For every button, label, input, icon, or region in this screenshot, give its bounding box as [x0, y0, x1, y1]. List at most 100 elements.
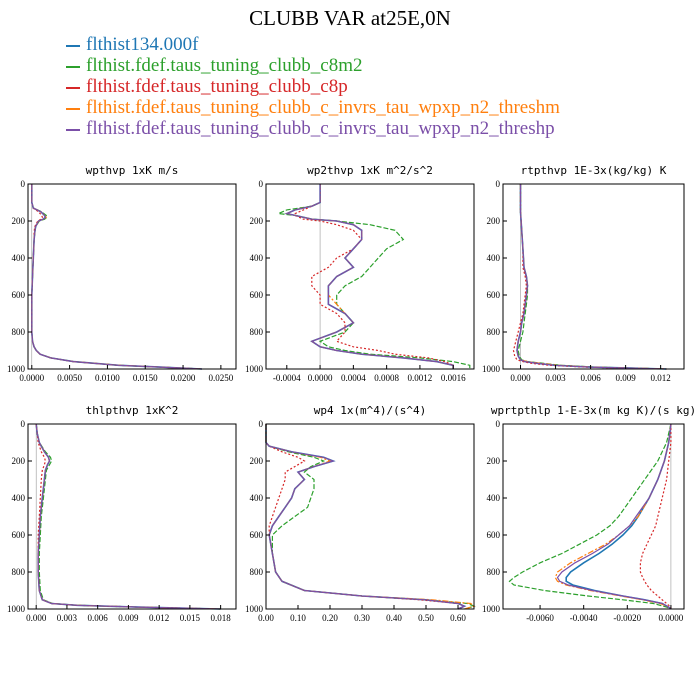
y-tick-label: 400 — [12, 493, 26, 503]
legend-label: flthist.fdef.taus_tuning_clubb_c_invrs_t… — [86, 97, 560, 118]
legend-item: flthist134.000f — [66, 34, 560, 55]
legend-label: flthist.fdef.taus_tuning_clubb_c_invrs_t… — [86, 118, 555, 139]
x-tick-label: 0.015 — [180, 613, 201, 623]
y-tick-label: 400 — [12, 253, 26, 263]
legend-item: flthist.fdef.taus_tuning_clubb_c_invrs_t… — [66, 97, 560, 118]
y-tick-label: 800 — [487, 327, 501, 337]
y-tick-label: 0 — [259, 179, 264, 189]
series-line — [35, 423, 221, 610]
x-tick-label: 0.018 — [211, 613, 232, 623]
series-line — [516, 184, 667, 370]
legend-swatch — [66, 107, 80, 110]
x-tick-label: 0.0250 — [208, 373, 233, 383]
legend-item: flthist.fdef.taus_tuning_clubb_c8p — [66, 76, 560, 97]
series-line — [31, 184, 203, 370]
legend: flthist134.000f flthist.fdef.taus_tuning… — [66, 34, 560, 139]
x-tick-label: 0.60 — [450, 613, 466, 623]
x-tick-label: 0.0050 — [57, 373, 82, 383]
y-tick-label: 600 — [250, 290, 264, 300]
x-tick-label: 0.009 — [615, 373, 636, 383]
plot-frame — [265, 183, 475, 370]
x-tick-label: 0.0000 — [19, 373, 44, 383]
x-tick-label: -0.0060 — [526, 613, 554, 623]
series-line — [294, 184, 454, 369]
legend-swatch — [66, 86, 80, 89]
series-line — [35, 423, 221, 610]
y-tick-label: 0 — [21, 179, 26, 189]
series-line — [35, 423, 221, 610]
x-tick-label: 0.40 — [386, 613, 402, 623]
chart-panel: wprtpthlp 1-E-3x(m kg K)/(s kg) 0 200 400 60… — [482, 404, 696, 623]
legend-item: flthist.fdef.taus_tuning_clubb_c8m2 — [66, 55, 560, 76]
x-tick-label: 0.20 — [322, 613, 338, 623]
chart-title: wpthvp 1xK m/s — [86, 164, 179, 177]
y-tick-label: 200 — [250, 456, 264, 466]
y-tick-label: 400 — [487, 493, 501, 503]
series-line — [516, 184, 667, 370]
series-line — [284, 184, 454, 369]
legend-label: flthist.fdef.taus_tuning_clubb_c8p — [86, 76, 348, 97]
x-tick-label: 0.10 — [290, 613, 306, 623]
x-tick-label: 0.50 — [418, 613, 434, 623]
y-tick-label: 400 — [250, 493, 264, 503]
legend-swatch — [66, 44, 80, 47]
y-tick-label: 200 — [487, 456, 501, 466]
x-tick-label: 0.0000 — [659, 613, 684, 623]
y-tick-label: 1000 — [7, 604, 26, 614]
main-title: CLUBB VAR at25E,0N — [249, 6, 451, 30]
series-line — [516, 184, 667, 370]
plot-frame — [502, 183, 685, 370]
x-tick-label: 0.0016 — [441, 373, 466, 383]
series-line — [265, 424, 466, 610]
x-tick-label: 0.003 — [57, 613, 78, 623]
y-tick-label: 1000 — [245, 604, 264, 614]
y-tick-label: 800 — [12, 327, 26, 337]
legend-swatch — [66, 128, 80, 131]
y-tick-label: 600 — [250, 530, 264, 540]
x-tick-label: 0.0004 — [341, 373, 366, 383]
series-line — [30, 184, 203, 370]
x-tick-label: 0.009 — [118, 613, 139, 623]
x-tick-label: -0.0020 — [613, 613, 641, 623]
series-line — [35, 423, 221, 610]
x-tick-label: 0.000 — [26, 613, 47, 623]
x-tick-label: 0.003 — [545, 373, 566, 383]
x-tick-label: 0.006 — [580, 373, 601, 383]
chart-panel: wp2thvp 1xK m^2/s^2 0 200 400 600 800 1000 -0.0… — [245, 164, 475, 383]
x-tick-label: 0.012 — [149, 613, 169, 623]
plot-frame — [502, 423, 685, 610]
y-tick-label: 800 — [250, 567, 264, 577]
x-tick-label: 0.0008 — [374, 373, 399, 383]
plot-frame — [265, 423, 475, 610]
series-line — [265, 424, 476, 610]
x-tick-label: 0.0000 — [308, 373, 333, 383]
y-tick-label: 800 — [487, 567, 501, 577]
series-line — [31, 184, 203, 370]
y-tick-label: 1000 — [482, 364, 501, 374]
y-tick-label: 200 — [12, 216, 26, 226]
series-line — [35, 423, 221, 610]
chart-title: wp2thvp 1xK m^2/s^2 — [307, 164, 433, 177]
legend-swatch — [66, 65, 80, 68]
x-tick-label: 0.0200 — [171, 373, 196, 383]
y-tick-label: 1000 — [245, 364, 264, 374]
plot-frame — [27, 183, 237, 370]
x-tick-label: 0.0150 — [133, 373, 158, 383]
y-tick-label: 200 — [12, 456, 26, 466]
y-tick-label: 1000 — [482, 604, 501, 614]
series-line — [276, 184, 471, 369]
x-tick-label: 0.000 — [510, 373, 531, 383]
y-tick-label: 600 — [487, 290, 501, 300]
series-line — [265, 424, 476, 610]
y-tick-label: 0 — [259, 419, 264, 429]
y-tick-label: 0 — [21, 419, 26, 429]
legend-label: flthist134.000f — [86, 34, 199, 55]
legend-label: flthist.fdef.taus_tuning_clubb_c8m2 — [86, 55, 363, 76]
y-tick-label: 600 — [12, 290, 26, 300]
chart-panel: rtpthvp 1E-3x(kg/kg) K 0 200 400 600 800 1000 0… — [482, 164, 685, 383]
legend-item: flthist.fdef.taus_tuning_clubb_c_invrs_t… — [66, 118, 560, 139]
chart-title: rtpthvp 1E-3x(kg/kg) K — [521, 164, 667, 177]
